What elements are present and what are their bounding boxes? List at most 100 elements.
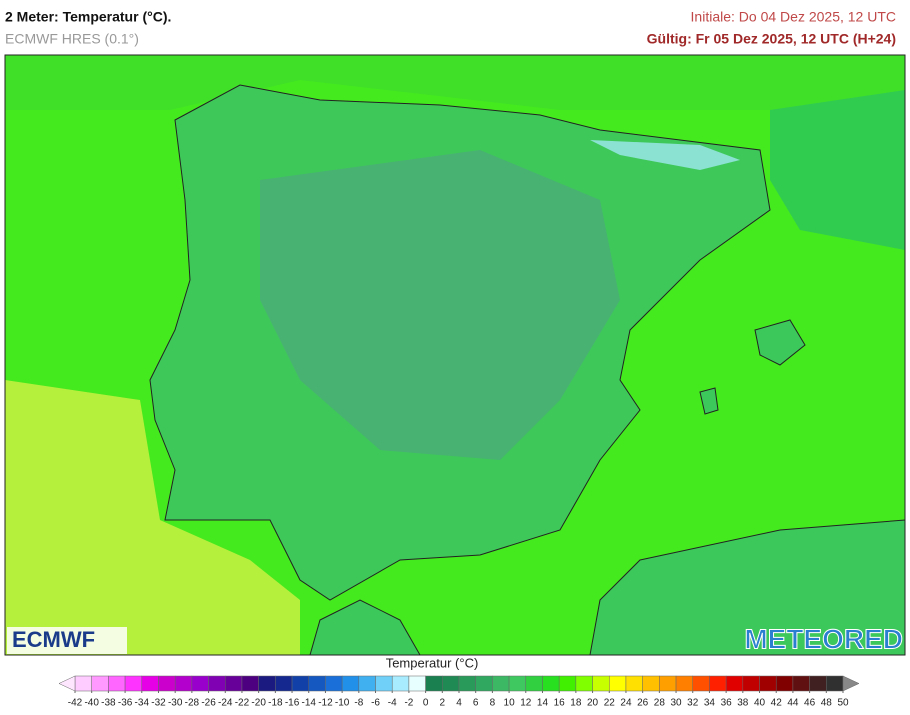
colorbar-tick-label: 16 [554, 698, 566, 709]
colorbar-swatch [558, 675, 577, 692]
colorbar-swatch [391, 675, 410, 692]
colorbar-swatch [158, 675, 176, 692]
colorbar-tick-label: 14 [537, 698, 549, 709]
colorbar-swatch [341, 675, 360, 692]
colorbar-swatch [759, 675, 777, 692]
colorbar-swatch [692, 675, 710, 692]
colorbar-tick-label: 36 [721, 698, 733, 709]
colorbar-tick-label: 32 [687, 698, 699, 709]
map: ECMWF METEORED [4, 54, 906, 656]
colorbar-tick-label: -38 [101, 698, 116, 709]
colorbar-tick-label: 20 [587, 698, 599, 709]
colorbar-tick-label: 28 [654, 698, 666, 709]
colorbar-tick-label: -6 [371, 698, 380, 709]
colorbar-tick-label: 34 [704, 698, 716, 709]
colorbar-tick-label: 2 [440, 698, 446, 709]
colorbar-tick-label: 18 [570, 698, 582, 709]
colorbar-tick-label: 44 [787, 698, 799, 709]
colorbar-swatch [792, 675, 810, 692]
colorbar-tick-label: 46 [804, 698, 816, 709]
colorbar-tick-label: -10 [335, 698, 350, 709]
colorbar-swatch [241, 675, 259, 692]
colorbar-tick-label: 22 [604, 698, 616, 709]
colorbar-swatch [508, 675, 527, 692]
colorbar-tick-label: -22 [235, 698, 250, 709]
colorbar-tick-label: 38 [737, 698, 749, 709]
colorbar-under [58, 675, 76, 692]
inland-cool [260, 150, 620, 460]
colorbar-tick-label: -42 [68, 698, 83, 709]
france-south [770, 90, 905, 250]
colorbar-swatch [575, 675, 593, 692]
colorbar-tick-label: -36 [118, 698, 133, 709]
colorbar-tick-label: 4 [456, 698, 462, 709]
colorbar-tick-label: 40 [754, 698, 766, 709]
colorbar-tick-label: -24 [218, 698, 233, 709]
colorbar-tick-label: 12 [520, 698, 532, 709]
colorbar-swatch [542, 675, 560, 692]
colorbar-swatch [742, 675, 760, 692]
colorbar-tick-label: -8 [354, 698, 363, 709]
colorbar-swatch [375, 675, 393, 692]
colorbar-swatch [525, 675, 543, 692]
colorbar-swatch [725, 675, 744, 692]
subtitle: ECMWF HRES (0.1°) [5, 31, 139, 47]
colorbar-swatch [709, 675, 727, 692]
logo-box [7, 627, 127, 654]
colorbar-tick-label: 26 [637, 698, 649, 709]
colorbar-tick-label: 0 [423, 698, 429, 709]
colorbar-swatch [91, 675, 109, 692]
morocco [309, 599, 421, 655]
colorbar-tick-label: -12 [318, 698, 333, 709]
colorbar-tick-label: 50 [837, 698, 849, 709]
ibiza [699, 387, 719, 415]
colorbar-swatch [659, 675, 677, 692]
logo-meteored: METEORED [744, 623, 903, 654]
colorbar-swatch [675, 675, 693, 692]
colorbar-swatch [408, 675, 426, 692]
colorbar-swatch [174, 675, 193, 692]
colorbar-tick-label: -40 [84, 698, 99, 709]
initial-time: Initiale: Do 04 Dez 2025, 12 UTC [691, 9, 896, 25]
colorbar-tick-label: -14 [302, 698, 317, 709]
colorbar-tick-label: 6 [473, 698, 479, 709]
north-africa-east [589, 519, 905, 655]
colorbar-swatch [425, 675, 443, 692]
colorbar-tick-label: 30 [670, 698, 682, 709]
colorbar-swatch [291, 675, 309, 692]
colorbar-swatch [609, 675, 627, 692]
colorbar: -42 -40 -38 -36 -34 -32 -30 -28 -26 -24 -22 -20 -18-… [58, 675, 860, 709]
colorbar-swatch [642, 675, 660, 692]
colorbar-swatch [258, 675, 276, 692]
colorbar-tick-label: -2 [404, 698, 413, 709]
colorbar-swatch [191, 675, 209, 692]
colorbar-over [842, 675, 860, 692]
colorbar-tick-label: 42 [771, 698, 783, 709]
colorbar-swatch [826, 675, 844, 692]
colorbar-label: Temperatur (°C) [386, 655, 479, 670]
map-frame [4, 54, 906, 656]
colorbar-tick-label: 24 [620, 698, 632, 709]
colorbar-swatch [592, 675, 610, 692]
colorbar-tick-label: 8 [490, 698, 496, 709]
colorbar-tick-label: -34 [135, 698, 150, 709]
atlantic-warm [5, 380, 300, 655]
colorbar-tick-label: 10 [504, 698, 516, 709]
pyrenees-snow [590, 140, 740, 170]
colorbar-tick-label: -16 [285, 698, 300, 709]
colorbar-swatch [124, 675, 143, 692]
colorbar-swatch [458, 675, 476, 692]
colorbar-swatch [625, 675, 643, 692]
colorbar-swatch [325, 675, 343, 692]
colorbar-tick-label: -4 [388, 698, 397, 709]
colorbar-swatch [775, 675, 794, 692]
colorbar-tick-label: -26 [201, 698, 216, 709]
colorbar-tick-label: 48 [821, 698, 833, 709]
colorbar-swatch [275, 675, 293, 692]
colorbar-swatch [809, 675, 827, 692]
colorbar-swatch [475, 675, 493, 692]
colorbar-swatch [141, 675, 159, 692]
colorbar-swatch [108, 675, 126, 692]
colorbar-swatch [442, 675, 460, 692]
